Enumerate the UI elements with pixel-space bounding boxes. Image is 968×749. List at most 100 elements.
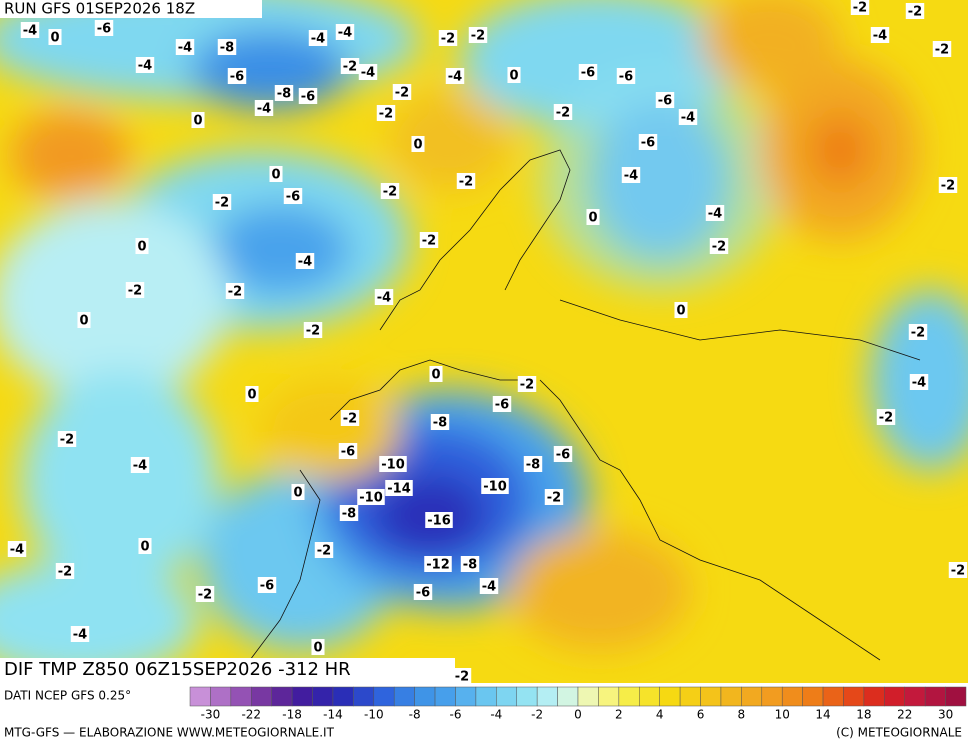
contour-label-text: 0 — [140, 540, 149, 555]
contour-label-text: -4 — [624, 169, 638, 184]
contour-label-bg — [909, 374, 929, 390]
contour-label-text: -4 — [257, 102, 271, 117]
contour-label-bg — [425, 512, 453, 528]
legend-swatch — [945, 686, 967, 707]
contour-label-text: -2 — [306, 324, 320, 339]
contour-label: -2 — [57, 431, 77, 448]
contour-label: -4 — [308, 30, 328, 47]
contour-label: 0 — [429, 366, 443, 383]
contour-label-bg — [55, 563, 75, 579]
contour-label-bg — [938, 177, 958, 193]
source-label: DATI NCEP GFS 0.25° — [4, 689, 131, 703]
contour-label-text: 0 — [137, 240, 146, 255]
contour-label-bg — [385, 480, 413, 496]
contour-label: -6 — [283, 188, 303, 205]
contour-label-bg — [424, 556, 452, 572]
contour-label-text: -6 — [641, 136, 655, 151]
contour-label-text: -2 — [317, 544, 331, 559]
contour-label: -6 — [298, 88, 318, 105]
contour-label: -2 — [125, 282, 145, 299]
contour-label: -2 — [908, 324, 928, 341]
contour-label-bg — [413, 584, 433, 600]
contour-label: -6 — [578, 64, 598, 81]
legend-swatch — [700, 686, 722, 707]
contour-label-bg — [379, 456, 407, 472]
contour-label-bg — [130, 457, 150, 473]
legend-label: -14 — [323, 708, 343, 722]
contour-label-text: -4 — [138, 59, 152, 74]
contour-label: -16 — [425, 512, 453, 529]
contour-label-text: -10 — [483, 480, 507, 495]
contour-label-text: -4 — [338, 26, 352, 41]
contour-label-bg — [905, 3, 925, 19]
contour-label-bg — [709, 238, 729, 254]
contour-label: -2 — [876, 409, 896, 426]
contour-label: 0 — [245, 386, 259, 403]
contour-label-text: -10 — [359, 491, 383, 506]
contour-label-text: -2 — [908, 5, 922, 20]
contour-label: 0 — [674, 302, 688, 319]
contour-label-bg — [876, 409, 896, 425]
legend-swatch — [802, 686, 824, 707]
contour-label-text: 0 — [431, 368, 440, 383]
legend-swatch — [659, 686, 681, 707]
legend-swatch — [230, 686, 252, 707]
legend-swatch — [516, 686, 538, 707]
legend-swatch — [373, 686, 395, 707]
contour-label-text: -4 — [377, 291, 391, 306]
legend-label: 22 — [897, 708, 912, 722]
contour-label-bg — [298, 88, 318, 104]
legend-swatch — [271, 686, 293, 707]
contour-label-text: -4 — [681, 111, 695, 126]
contour-label-bg — [523, 456, 543, 472]
legend-swatch — [598, 686, 620, 707]
contour-label-bg — [311, 639, 325, 655]
contour-label: -6 — [616, 68, 636, 85]
contour-label-text: -2 — [941, 179, 955, 194]
legend-swatch — [679, 686, 701, 707]
contour-label-bg — [374, 289, 394, 305]
legend-swatch — [455, 686, 477, 707]
contour-label-bg — [227, 68, 247, 84]
contour-label-text: -4 — [178, 41, 192, 56]
legend-swatch — [251, 686, 272, 707]
contour-label-text: -6 — [619, 70, 633, 85]
contour-label-bg — [870, 27, 890, 43]
contour-label-text: -8 — [277, 87, 291, 102]
legend-swatch — [618, 686, 640, 707]
legend-swatch — [536, 686, 558, 707]
legend-label: -10 — [364, 708, 384, 722]
contour-label-bg — [175, 39, 195, 55]
legend-swatch — [210, 686, 232, 707]
contour-label: 0 — [311, 639, 325, 656]
color-legend: -30 -22 -18 -14 -10 -8 -6 -4 -2 0 2 4 6 8 10 14 18 22 30 — [189, 686, 967, 722]
contour-label-text: -2 — [383, 185, 397, 200]
contour-label: 0 — [77, 312, 91, 329]
contour-label-bg — [429, 366, 443, 382]
contour-label-bg — [517, 376, 537, 392]
contour-label: -4 — [445, 68, 465, 85]
contour-label-text: -6 — [341, 445, 355, 460]
contour-label-bg — [586, 209, 600, 225]
contour-label-bg — [7, 541, 27, 557]
contour-label: -6 — [553, 446, 573, 463]
contour-label: 0 — [135, 238, 149, 255]
contour-label-text: 0 — [271, 168, 280, 183]
legend-swatch — [557, 686, 579, 707]
contour-label-bg — [411, 136, 425, 152]
contour-label-bg — [507, 67, 521, 83]
contour-label-text: -4 — [311, 32, 325, 47]
contour-label: -4 — [20, 22, 40, 39]
contour-label: -2 — [905, 3, 925, 20]
contour-label-bg — [254, 100, 274, 116]
legend-swatch — [393, 686, 415, 707]
contour-label-text: -8 — [463, 558, 477, 573]
contour-label-bg — [616, 68, 636, 84]
contour-label: -2 — [380, 183, 400, 200]
contour-label: -8 — [339, 505, 359, 522]
contour-label-text: -2 — [58, 565, 72, 580]
contour-label-bg — [125, 282, 145, 298]
contour-label-text: -2 — [379, 107, 393, 122]
contour-label-text: 0 — [193, 114, 202, 129]
contour-label-text: -2 — [343, 60, 357, 75]
